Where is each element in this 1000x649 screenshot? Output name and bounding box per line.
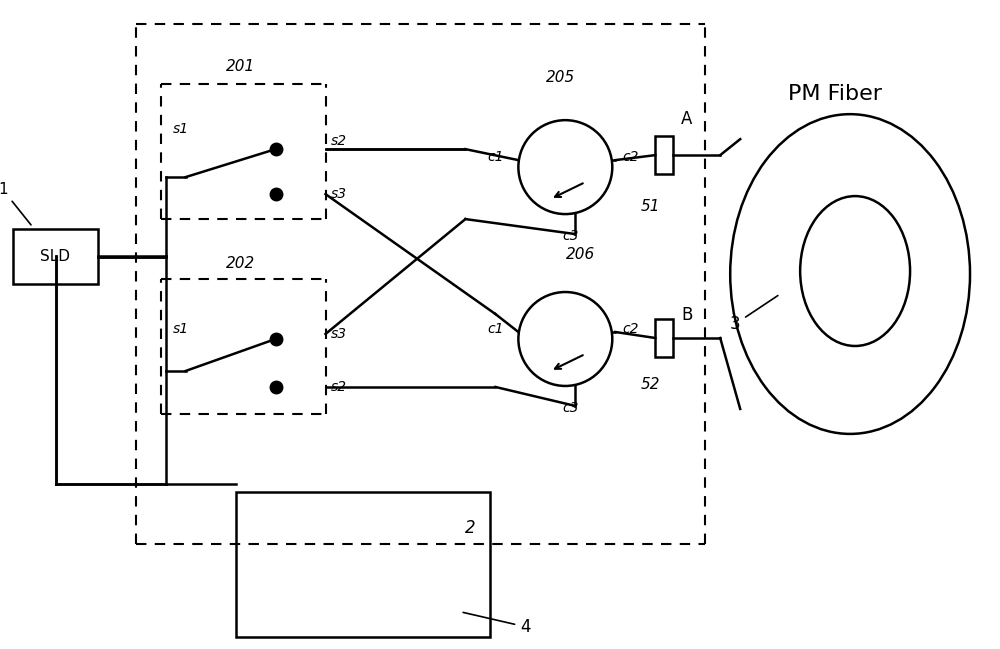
Text: 206: 206 [566,247,595,262]
Text: c1: c1 [487,322,503,336]
Text: s3: s3 [331,187,347,201]
Text: s2: s2 [331,134,347,148]
Text: s2: s2 [331,380,347,394]
Text: 4: 4 [463,613,531,636]
Text: 1: 1 [0,182,31,225]
Bar [655,319,673,357]
Text: c2: c2 [622,322,639,336]
Text: 201: 201 [226,59,255,74]
Text: c3: c3 [562,229,579,243]
Text: 3: 3 [730,295,778,333]
Text: SLD: SLD [40,249,70,264]
Text: PM Fiber: PM Fiber [788,84,882,104]
Text: B: B [681,306,693,324]
Text: A: A [681,110,693,128]
Text: s1: s1 [173,322,189,336]
FancyBboxPatch shape [13,229,98,284]
Text: 202: 202 [226,256,255,271]
FancyBboxPatch shape [236,492,490,637]
Text: s1: s1 [173,122,189,136]
Text: 51: 51 [641,199,660,214]
Text: c2: c2 [622,150,639,164]
Text: 2: 2 [465,519,476,537]
Text: 205: 205 [546,70,575,85]
Bar [655,136,673,174]
Text: c1: c1 [487,150,503,164]
Text: s3: s3 [331,327,347,341]
Text: c3: c3 [562,401,579,415]
Text: 52: 52 [641,377,660,392]
